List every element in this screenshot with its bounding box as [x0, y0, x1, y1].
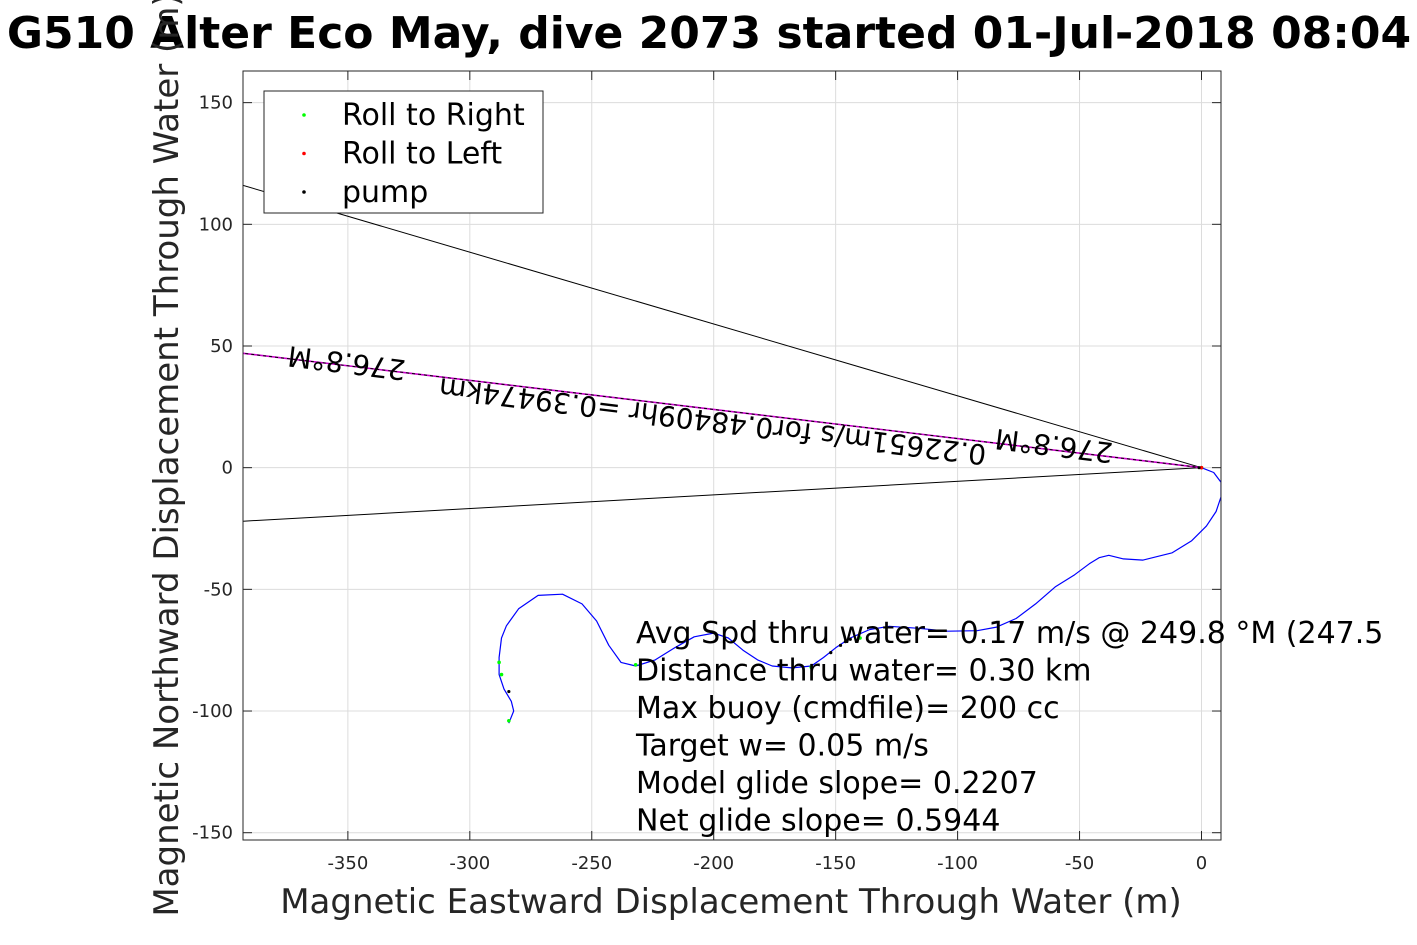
x-tick-label: -150	[815, 853, 856, 874]
y-tick-label: 150	[199, 93, 233, 114]
pump-point	[829, 651, 833, 655]
roll-right-point	[499, 672, 504, 677]
roll-right-point	[858, 636, 862, 640]
annotations: Avg Spd thru water= 0.17 m/s @ 249.8 °M …	[635, 616, 1383, 839]
x-axis-label: Magnetic Eastward Displacement Through W…	[280, 882, 1182, 922]
x-tick-label: -300	[449, 853, 490, 874]
legend-box	[263, 90, 544, 214]
axes: -350 -300 -250 -200 -150 -100 -50 0 -150 -100 -50 0…	[192, 71, 1221, 874]
pump-point	[848, 637, 852, 641]
y-tick-label: 100	[199, 214, 233, 235]
roll-left-point	[1199, 465, 1204, 470]
grid	[243, 71, 1221, 840]
legend-marker	[302, 151, 306, 156]
x-tick-label: 0	[1196, 853, 1207, 874]
annotation-line: Net glide slope= 0.5944	[636, 804, 1000, 839]
x-tick-label: -250	[571, 853, 612, 874]
legend-entry: pump	[342, 175, 428, 210]
pump-point	[843, 640, 848, 644]
annotation-line: Target w= 0.05 m/s	[635, 729, 929, 764]
annotation-line: Max buoy (cmdfile)= 200 cc	[636, 691, 1060, 726]
roll-right-point	[507, 718, 511, 723]
annotation-line: Avg Spd thru water= 0.17 m/s @ 249.8 °M …	[636, 616, 1383, 651]
track-line	[498, 467, 1221, 724]
x-tick-label: -100	[937, 853, 978, 874]
pump-point	[507, 689, 511, 694]
roll-right-point	[809, 665, 814, 670]
y-tick-label: -50	[204, 579, 233, 600]
pump-point	[838, 643, 843, 647]
x-tick-label: -350	[327, 853, 368, 874]
legend-marker	[302, 190, 306, 194]
x-tick-label: -200	[693, 853, 734, 874]
pump-point	[1197, 466, 1201, 470]
y-tick-label: 50	[210, 336, 233, 357]
annotation-line: Distance thru water= 0.30 km	[636, 654, 1091, 689]
roll-right-point	[633, 662, 638, 667]
legend-entry: Roll to Right	[342, 98, 525, 133]
y-tick-label: 0	[222, 458, 233, 479]
x-tick-label: -50	[1065, 853, 1094, 874]
heading-line	[243, 352, 1202, 469]
legend-marker	[302, 113, 306, 117]
y-axis-label: Magnetic Northward Displacement Through …	[147, 0, 187, 917]
roll-right-point	[497, 660, 501, 665]
y-tick-label: -150	[192, 823, 233, 844]
legend-entry: Roll to Left	[342, 137, 502, 172]
annotation-line: Model glide slope= 0.2207	[636, 766, 1038, 801]
plot-frame	[242, 70, 1222, 841]
chart-title: G510 Alter Eco May, dive 2073 started 01…	[7, 8, 1411, 59]
heading-line	[243, 467, 1202, 522]
heading-line	[243, 184, 1202, 469]
y-tick-label: -100	[192, 701, 233, 722]
plot-content	[243, 184, 1221, 724]
